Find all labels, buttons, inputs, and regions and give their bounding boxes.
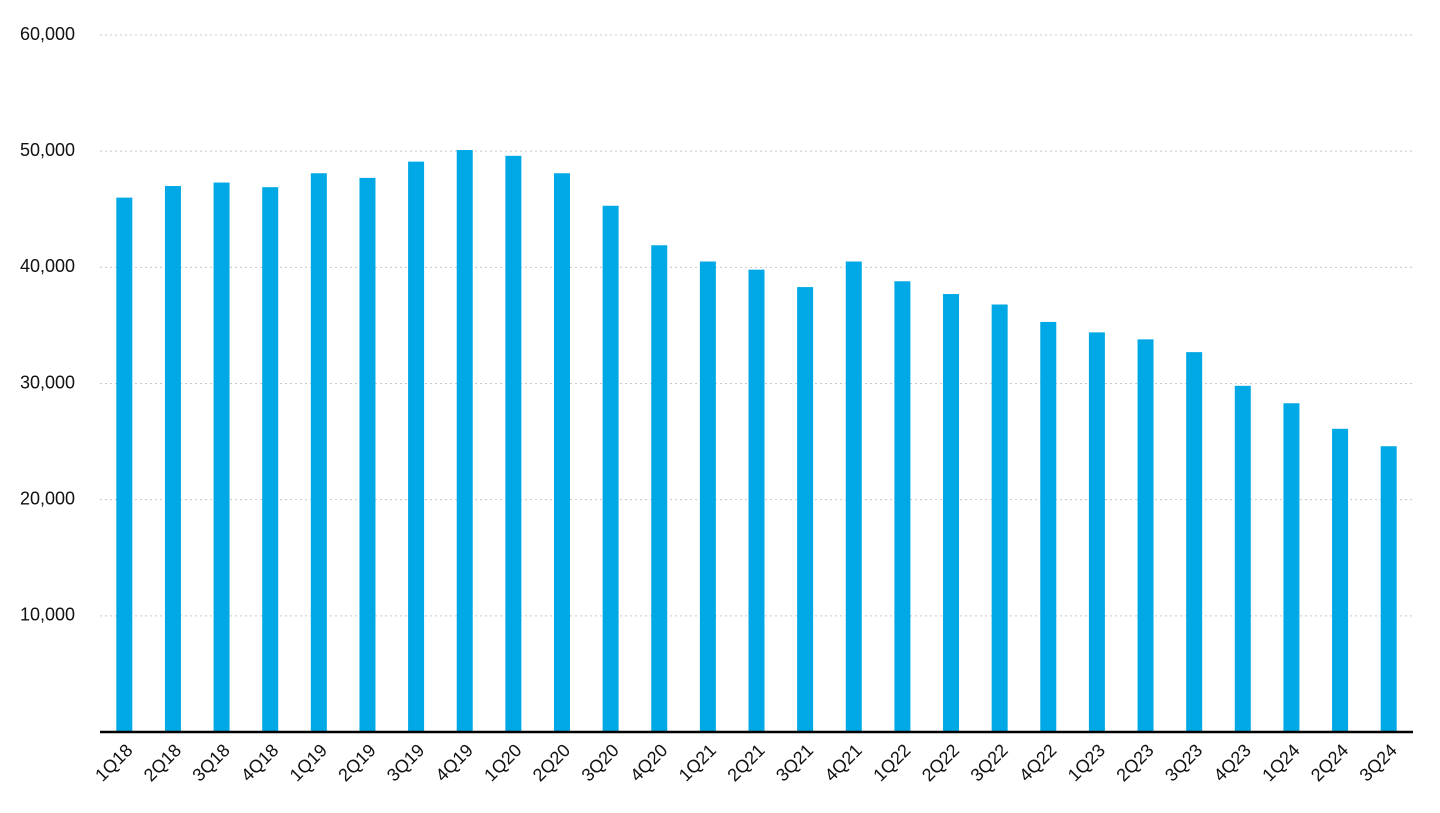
x-tick-label: 3Q22 [967, 740, 1012, 785]
bar [602, 205, 619, 732]
bar [116, 197, 133, 733]
bar [408, 161, 425, 732]
bar [845, 261, 862, 732]
bar [748, 269, 765, 732]
x-tick-label: 1Q18 [91, 740, 136, 785]
bar [456, 150, 473, 732]
x-tick-label: 4Q18 [237, 740, 282, 785]
x-tick-label: 2Q20 [529, 740, 574, 785]
bar [1137, 339, 1154, 732]
y-tick-label: 10,000 [20, 605, 75, 625]
bar [213, 182, 230, 732]
bar [1234, 385, 1251, 732]
x-tick-label: 4Q23 [1210, 740, 1255, 785]
bar [991, 304, 1008, 732]
x-tick-label: 2Q21 [723, 740, 768, 785]
x-tick-label: 2Q24 [1307, 740, 1352, 785]
y-tick-label: 40,000 [20, 256, 75, 276]
bar [1380, 446, 1397, 732]
x-tick-label: 1Q23 [1064, 740, 1109, 785]
x-tick-label: 4Q19 [432, 740, 477, 785]
x-tick-label: 4Q20 [626, 740, 671, 785]
bar [1088, 332, 1105, 732]
x-tick-label: 4Q21 [821, 740, 866, 785]
bar [359, 177, 376, 732]
bar [1332, 428, 1349, 732]
x-tick-label: 2Q19 [334, 740, 379, 785]
y-tick-label: 20,000 [20, 488, 75, 508]
x-tick-label: 3Q18 [188, 740, 233, 785]
x-tick-label: 3Q23 [1161, 740, 1206, 785]
x-tick-label: 1Q24 [1258, 740, 1303, 785]
x-tick-label: 3Q19 [383, 740, 428, 785]
x-tick-label: 3Q21 [772, 740, 817, 785]
bar [1186, 352, 1203, 732]
bar [651, 245, 668, 733]
bar [797, 287, 814, 732]
bar [262, 187, 279, 732]
y-tick-label: 50,000 [20, 140, 75, 160]
x-tick-label: 1Q19 [286, 740, 331, 785]
bar [505, 155, 522, 732]
x-tick-label: 1Q21 [675, 740, 720, 785]
bar [943, 294, 960, 732]
x-tick-label: 4Q22 [1015, 740, 1060, 785]
bar [1040, 321, 1057, 732]
x-tick-label: 1Q22 [869, 740, 914, 785]
x-tick-label: 1Q20 [480, 740, 525, 785]
x-tick-label: 3Q24 [1356, 740, 1401, 785]
x-tick-label: 2Q23 [1112, 740, 1157, 785]
x-tick-label: 2Q22 [918, 740, 963, 785]
y-tick-label: 60,000 [20, 24, 75, 44]
bar [1283, 403, 1300, 732]
bar [553, 173, 570, 732]
bar [310, 173, 327, 732]
bar [164, 186, 181, 732]
y-tick-label: 30,000 [20, 372, 75, 392]
bar [699, 261, 716, 732]
bar [894, 281, 911, 732]
x-tick-label: 2Q18 [140, 740, 185, 785]
x-tick-label: 3Q20 [578, 740, 623, 785]
